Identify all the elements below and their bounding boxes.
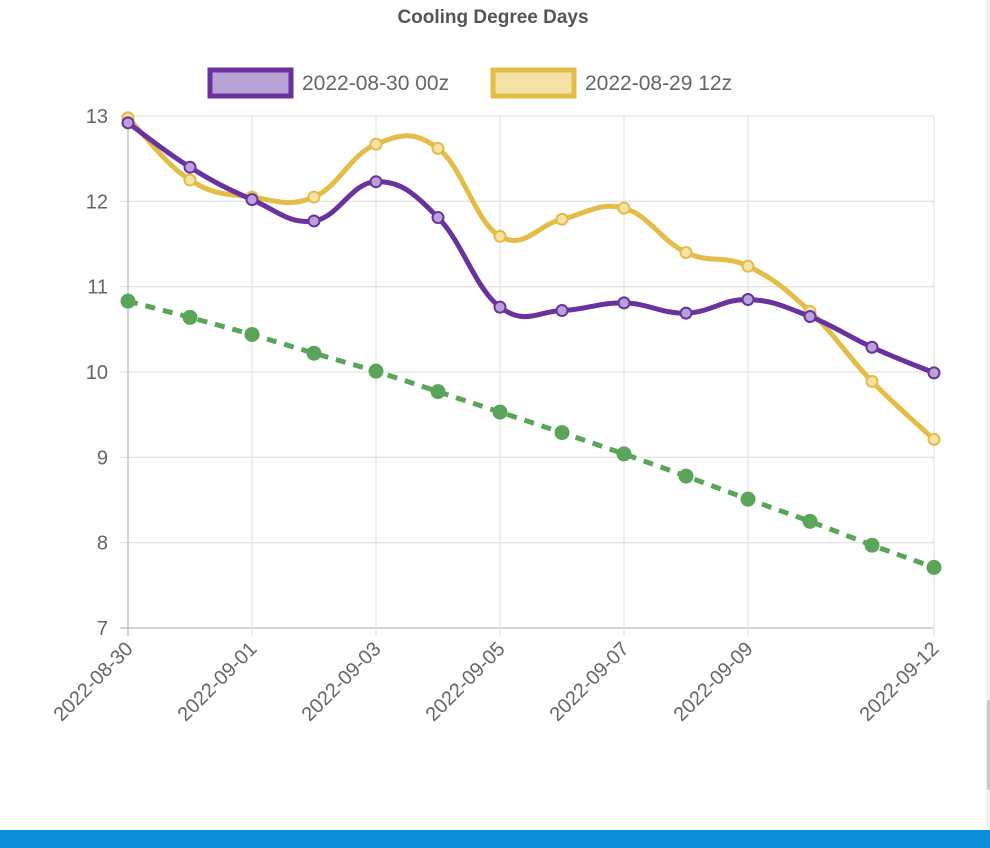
data-point[interactable] <box>679 306 693 320</box>
scrollbar-track[interactable] <box>986 0 990 830</box>
data-point[interactable] <box>492 404 508 420</box>
data-point[interactable] <box>741 292 755 306</box>
x-tick-label: 2022-09-09 <box>670 638 758 726</box>
y-tick-label: 12 <box>86 191 108 213</box>
legend-swatch-1 <box>490 67 577 99</box>
y-tick-label: 13 <box>86 106 108 128</box>
legend-label-1: 2022-08-29 12z <box>585 72 732 95</box>
series-line-2 <box>127 298 935 570</box>
x-tick-label: 2022-08-30 <box>50 638 138 726</box>
data-point[interactable] <box>245 193 259 207</box>
data-point[interactable] <box>616 446 632 462</box>
series-line-0 <box>126 120 935 376</box>
series-line-1 <box>126 115 936 442</box>
x-tick-label: 2022-09-12 <box>856 638 944 726</box>
data-point[interactable] <box>307 214 321 228</box>
y-tick-label: 9 <box>97 447 108 469</box>
data-point[interactable] <box>803 310 817 324</box>
data-point[interactable] <box>431 211 445 225</box>
data-point[interactable] <box>926 559 942 575</box>
legend-swatch-0 <box>207 67 294 99</box>
data-point[interactable] <box>183 160 197 174</box>
data-point[interactable] <box>617 201 631 215</box>
data-point[interactable] <box>617 296 631 310</box>
y-tick-label: 7 <box>97 618 108 640</box>
data-point[interactable] <box>368 363 384 379</box>
data-point[interactable] <box>741 259 755 273</box>
x-axis: 2022-08-30 2022-09-01 2022-09-03 2022-09-05… <box>50 638 944 726</box>
data-point[interactable] <box>183 173 197 187</box>
data-point[interactable] <box>120 293 136 309</box>
legend-item-1[interactable]: 2022-08-29 12z <box>490 67 732 99</box>
data-point[interactable] <box>244 326 260 342</box>
data-point[interactable] <box>369 175 383 189</box>
y-tick-label: 11 <box>87 277 108 299</box>
data-point[interactable] <box>864 537 880 553</box>
series-1 <box>121 111 941 446</box>
data-point[interactable] <box>740 491 756 507</box>
y-tick-label: 8 <box>97 533 108 555</box>
data-point[interactable] <box>554 425 570 441</box>
series-2 <box>120 293 942 575</box>
data-point[interactable] <box>307 190 321 204</box>
x-tick-label: 2022-09-01 <box>174 638 262 726</box>
series-0 <box>121 116 941 380</box>
x-tick-label: 2022-09-07 <box>546 638 634 726</box>
data-point[interactable] <box>802 513 818 529</box>
data-point[interactable] <box>865 374 879 388</box>
data-point[interactable] <box>306 345 322 361</box>
data-point[interactable] <box>493 300 507 314</box>
scrollbar-thumb[interactable] <box>987 700 990 790</box>
data-point[interactable] <box>182 309 198 325</box>
footer-bar <box>0 830 990 848</box>
data-point[interactable] <box>121 116 135 130</box>
legend: 2022-08-30 00z 2022-08-29 12z <box>207 67 732 99</box>
data-point[interactable] <box>555 212 569 226</box>
data-point[interactable] <box>927 432 941 446</box>
x-tick-label: 2022-09-05 <box>422 638 510 726</box>
y-tick-label: 10 <box>86 362 108 384</box>
data-point[interactable] <box>555 304 569 318</box>
y-axis: 7 8 9 10 11 12 13 <box>86 106 108 640</box>
x-tick-label: 2022-09-03 <box>298 638 386 726</box>
series-layer <box>120 111 942 575</box>
legend-label-0: 2022-08-30 00z <box>302 72 449 95</box>
data-point[interactable] <box>431 141 445 155</box>
chart-title: Cooling Degree Days <box>397 7 588 28</box>
data-point[interactable] <box>369 137 383 151</box>
data-point[interactable] <box>678 468 694 484</box>
data-point[interactable] <box>679 246 693 260</box>
legend-item-0[interactable]: 2022-08-30 00z <box>207 67 449 99</box>
data-point[interactable] <box>493 229 507 243</box>
data-point[interactable] <box>865 340 879 354</box>
data-point[interactable] <box>430 384 446 400</box>
data-point[interactable] <box>927 366 941 380</box>
